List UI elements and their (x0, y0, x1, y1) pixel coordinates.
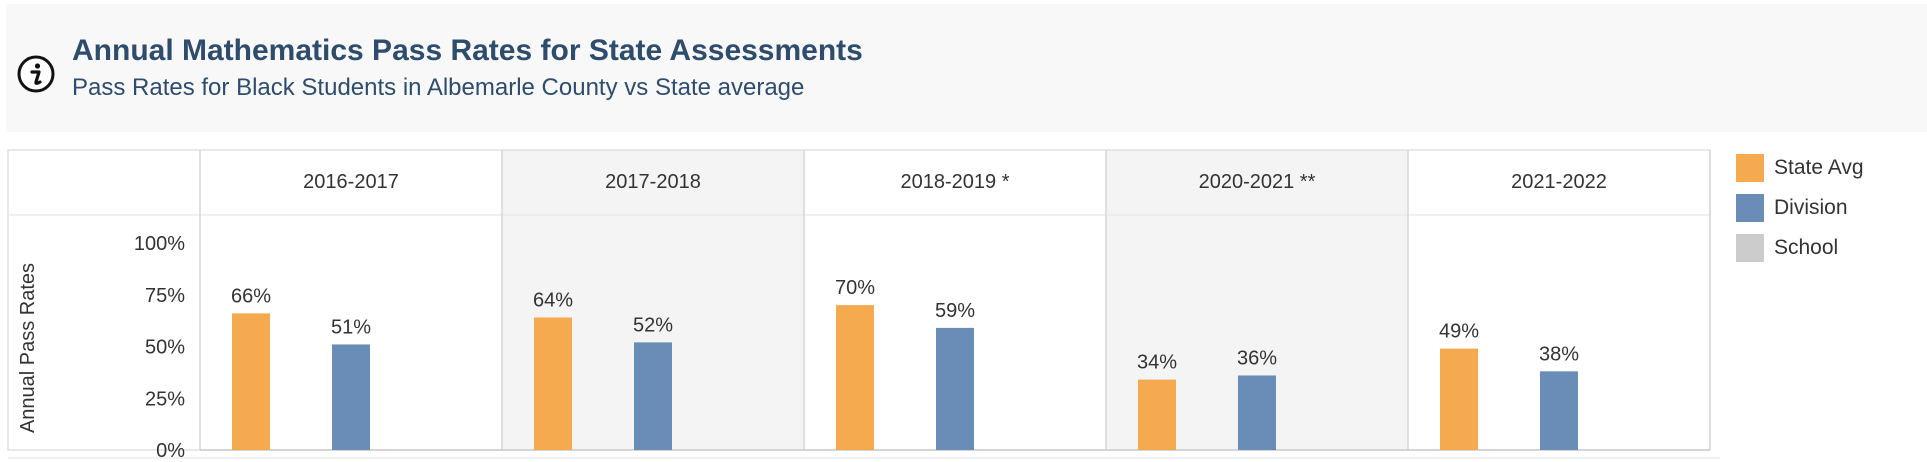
chart-subtitle: Pass Rates for Black Students in Albemar… (72, 74, 805, 101)
bar-state-avg-1[interactable] (232, 313, 270, 450)
legend-item-school[interactable]: School (1734, 230, 1924, 270)
bar-division-5[interactable] (1540, 371, 1578, 450)
legend-label: Division (1774, 196, 1848, 219)
bar-state-avg-4[interactable] (1138, 379, 1176, 450)
bar-value-label: 49% (1439, 321, 1479, 343)
column-header: 2021-2022 (1511, 171, 1607, 193)
legend: State Avg Division School (1734, 150, 1924, 270)
y-tick-label: 100% (134, 233, 185, 255)
y-tick-label: 0% (156, 440, 185, 462)
chart-header: Annual Mathematics Pass Rates for State … (6, 4, 1927, 132)
legend-label: State Avg (1774, 156, 1864, 179)
bar-value-label: 36% (1237, 347, 1277, 369)
bar-labels: 66% 64% 70% 34% 49% 51% 52% 59% 36% 38% (231, 277, 1579, 374)
y-axis-ticks: 100% 75% 50% 25% 0% (134, 233, 185, 462)
bar-division-2[interactable] (634, 342, 672, 450)
legend-swatch (1736, 194, 1764, 222)
chart-title: Annual Mathematics Pass Rates for State … (72, 34, 863, 67)
column-header: 2016-2017 (303, 171, 399, 193)
y-tick-label: 25% (145, 388, 185, 410)
y-tick-label: 75% (145, 285, 185, 307)
bar-value-label: 51% (331, 316, 371, 338)
bar-value-label: 59% (935, 300, 975, 322)
legend-swatch (1736, 234, 1764, 262)
legend-item-division[interactable]: Division (1734, 190, 1924, 230)
info-icon[interactable] (16, 54, 56, 94)
column-headers: 2016-2017 2017-2018 2018-2019 * 2020-2021 *… (303, 171, 1607, 193)
bar-chart: 2016-2017 2017-2018 2018-2019 * 2020-2021 *… (7, 149, 1720, 462)
bar-value-label: 70% (835, 277, 875, 299)
legend-swatch (1736, 154, 1764, 182)
bar-value-label: 66% (231, 285, 271, 307)
bar-state-avg-2[interactable] (534, 317, 572, 450)
legend-item-state-avg[interactable]: State Avg (1734, 150, 1924, 190)
bar-state-avg-5[interactable] (1440, 348, 1478, 450)
bar-state-avg-3[interactable] (836, 305, 874, 450)
bar-division-1[interactable] (332, 344, 370, 450)
bar-value-label: 38% (1539, 343, 1579, 365)
column-header: 2018-2019 * (901, 171, 1010, 193)
bar-division-4[interactable] (1238, 375, 1276, 450)
bar-value-label: 64% (533, 290, 573, 312)
column-header: 2020-2021 ** (1199, 171, 1316, 193)
column-header: 2017-2018 (605, 171, 701, 193)
bars (232, 305, 1578, 450)
legend-label: School (1774, 236, 1839, 259)
bar-value-label: 52% (633, 314, 673, 336)
bar-value-label: 34% (1137, 352, 1177, 374)
bar-division-3[interactable] (936, 327, 974, 450)
y-axis-label: Annual Pass Rates (17, 263, 39, 433)
y-tick-label: 50% (145, 337, 185, 359)
